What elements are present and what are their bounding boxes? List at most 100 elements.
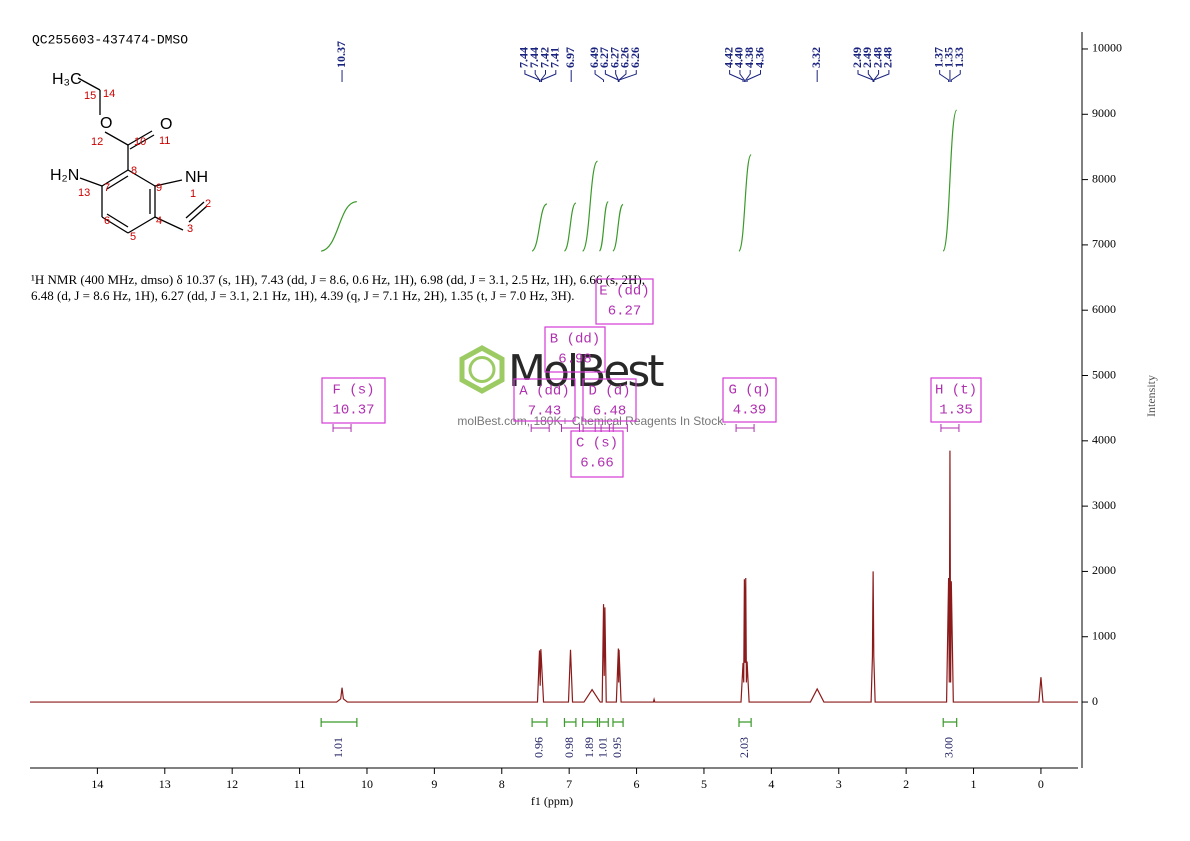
y-axis-label: Intensity — [1144, 375, 1158, 417]
multiplet-shift: 4.39 — [733, 403, 767, 419]
watermark-logo — [459, 345, 505, 394]
multiplet-box — [570, 430, 624, 478]
x-tick-label: 1 — [971, 777, 977, 791]
peak-label: 4.36 — [752, 47, 766, 68]
multiplet-name: D (d) — [588, 384, 630, 400]
multiplet-shift: 6.27 — [608, 304, 642, 320]
structure-bonds — [77, 77, 208, 234]
atom-label: 5 — [130, 231, 136, 243]
multiplet-name: H (t) — [935, 383, 977, 399]
integral-curve — [598, 201, 609, 252]
atom-label: 15 — [84, 90, 96, 102]
multiplet-range — [332, 424, 352, 432]
peak-connector — [541, 70, 557, 82]
x-tick-label: 4 — [768, 777, 774, 791]
peak-label: 6.26 — [628, 47, 642, 68]
atom-label: NH — [185, 169, 208, 186]
multiplet-shift: 1.35 — [939, 403, 973, 419]
multiplet-box — [321, 377, 386, 424]
x-tick-label: 14 — [91, 777, 103, 791]
y-tick-label: 0 — [1092, 694, 1098, 708]
x-tick-label: 9 — [431, 777, 437, 791]
multiplet-shift: 10.37 — [332, 403, 374, 419]
atom-label: H₃C — [52, 71, 82, 88]
peak-label: 1.35 — [942, 47, 956, 68]
y-tick-label: 9000 — [1092, 106, 1116, 120]
peak-label: 2.49 — [860, 47, 874, 68]
atom-label: 7 — [104, 182, 110, 194]
peak-connector — [950, 70, 961, 82]
integral-bracket — [612, 718, 624, 727]
atom-label: 12 — [91, 136, 103, 148]
peak-connector — [873, 70, 890, 82]
peak-label: 3.32 — [809, 47, 823, 68]
atom-label: H₂N — [50, 167, 79, 184]
y-tick-label: 6000 — [1092, 302, 1116, 316]
x-tick-label: 5 — [701, 777, 707, 791]
peak-connector — [739, 70, 745, 82]
x-tick-label: 3 — [836, 777, 842, 791]
y-tick-label: 2000 — [1092, 563, 1116, 577]
spectrum-line — [30, 450, 1078, 703]
atom-label: 2 — [205, 198, 211, 210]
y-tick-label: 3000 — [1092, 498, 1116, 512]
integral-bracket — [942, 718, 958, 727]
peak-label: 6.26 — [618, 47, 632, 68]
integral-bracket — [738, 718, 752, 727]
peak-label: 2.49 — [850, 47, 864, 68]
peak-label: 10.37 — [334, 41, 348, 68]
peak-label: 6.27 — [607, 47, 621, 68]
multiplet-box — [595, 278, 654, 325]
multiplet-shift: 6.48 — [593, 404, 627, 420]
peak-connector — [729, 70, 744, 82]
multiplet-range — [530, 424, 550, 432]
integral-label: 0.95 — [610, 737, 624, 758]
multiplet-name: E (dd) — [599, 284, 649, 300]
integral-label: 3.00 — [942, 737, 956, 758]
peak-label: 4.42 — [721, 47, 735, 68]
peak-label: 1.37 — [931, 47, 945, 68]
x-tick-label: 10 — [361, 777, 373, 791]
peak-connector — [618, 70, 627, 82]
integral-curve — [531, 203, 548, 252]
integral-bracket — [582, 718, 599, 727]
multiplet-box — [513, 378, 576, 422]
peak-label: 2.48 — [870, 47, 884, 68]
x-tick-label: 7 — [566, 777, 572, 791]
peak-connector — [867, 70, 874, 82]
y-tick-label: 7000 — [1092, 237, 1116, 251]
integral-curve — [942, 109, 958, 252]
peak-connector — [534, 70, 541, 82]
peak-label: 6.97 — [563, 47, 577, 68]
y-tick-label: 4000 — [1092, 433, 1116, 447]
integral-curve — [738, 154, 752, 252]
peak-connector — [939, 70, 950, 82]
multiplet-box — [722, 377, 777, 423]
atom-label: 14 — [103, 88, 115, 100]
multiplet-range — [735, 424, 755, 432]
multiplet-range — [940, 424, 960, 432]
multiplet-box — [544, 326, 606, 373]
y-tick-label: 8000 — [1092, 171, 1116, 185]
sample-id: QC255603-437474-DMSO — [32, 32, 188, 47]
multiplet-box — [930, 377, 982, 423]
integral-label: 2.03 — [737, 737, 751, 758]
atom-label: 13 — [78, 187, 90, 199]
x-tick-label: 6 — [634, 777, 640, 791]
x-tick-label: 12 — [226, 777, 238, 791]
integral-bracket — [563, 718, 577, 727]
atom-label: 8 — [131, 165, 137, 177]
peak-connector — [745, 70, 751, 82]
integral-curve — [582, 160, 599, 252]
description-box: ¹H NMR (400 MHz, dmso) δ 10.37 (s, 1H), … — [31, 272, 645, 303]
multiplet-box — [582, 378, 637, 422]
peak-label: 1.33 — [952, 47, 966, 68]
multiplet-name: B (dd) — [550, 332, 600, 348]
multiplet-name: C (s) — [576, 436, 618, 452]
x-tick-label: 11 — [294, 777, 306, 791]
integral-label: 0.98 — [562, 737, 576, 758]
peak-connector — [746, 70, 762, 82]
atom-label: 10 — [134, 136, 146, 148]
